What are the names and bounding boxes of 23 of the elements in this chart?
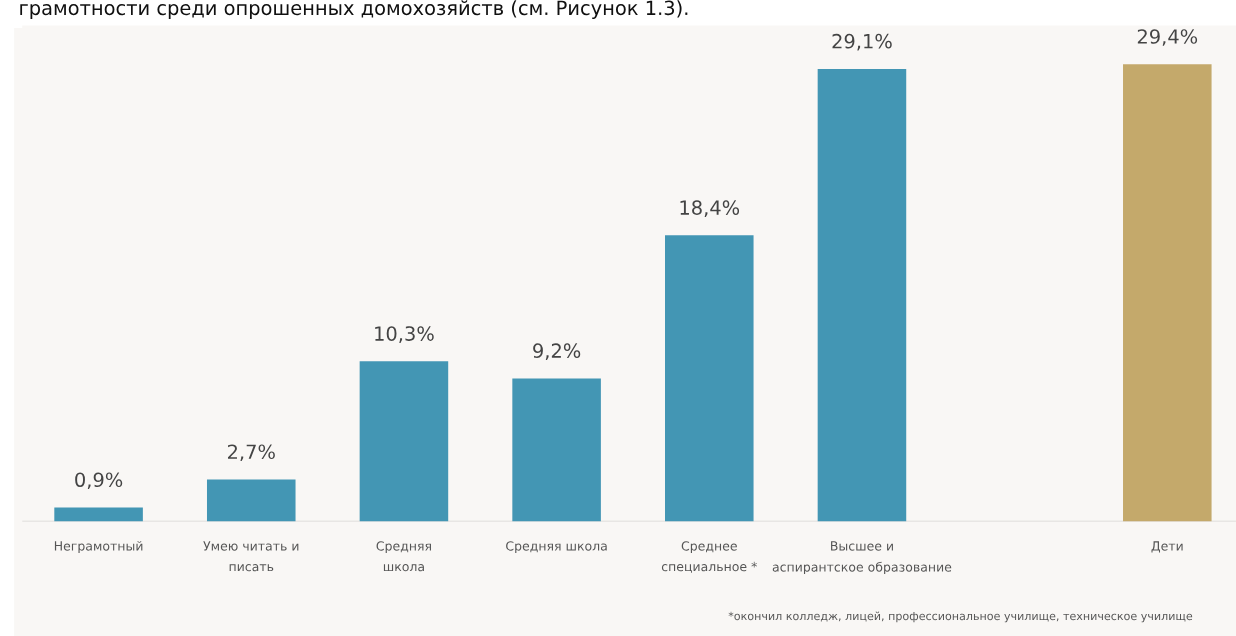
x-tick-label: Дети: [1151, 541, 1183, 553]
bar: [1123, 64, 1212, 522]
bar: [206, 479, 296, 522]
x-tick-label: Средняя школа: [506, 541, 607, 554]
x-tick-label: Среднее специальное *: [661, 541, 757, 573]
data-label: 0,9%: [75, 472, 123, 490]
data-label: 29,4%: [1137, 29, 1198, 46]
data-label: 18,4%: [680, 200, 740, 217]
data-label: 10,3%: [375, 326, 434, 343]
data-label: 9,2%: [533, 343, 581, 360]
bar: [359, 361, 449, 522]
x-tick-label: Высшее и аспирантское образование: [772, 541, 952, 575]
bar: [817, 68, 907, 522]
bar: [54, 507, 143, 522]
text: *окончил колледж, лицей, профессиональное училище, техническое училище: [728, 611, 1193, 623]
data-label: 2,7%: [227, 444, 275, 462]
data-label: 29,1%: [832, 33, 892, 51]
x-tick-label: Умею читать и писать: [203, 541, 299, 572]
bar: [665, 235, 754, 522]
x-tick-label: Неграмотный: [54, 541, 143, 554]
bar: [512, 378, 601, 522]
chart-title: грамотности среди опрошенных домохозяйств (см. Рисунок 1.3).: [20, 0, 688, 19]
x-tick-label: Средняя школа: [376, 541, 431, 572]
